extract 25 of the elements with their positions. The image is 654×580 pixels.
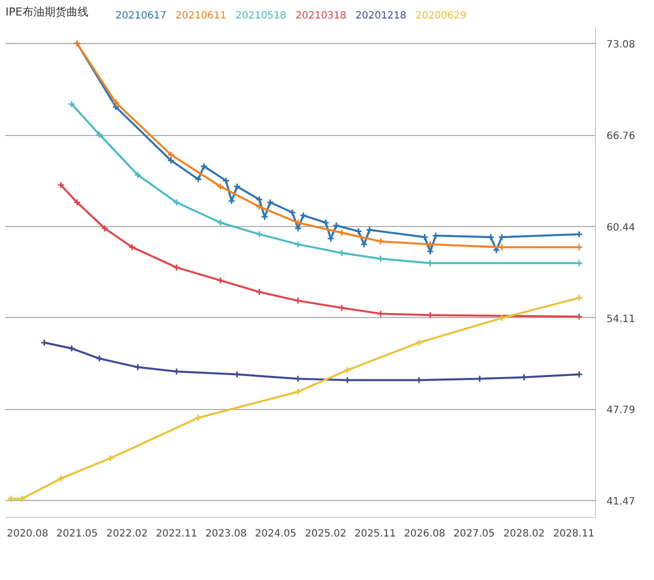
- x-tick-label: 2027.05: [453, 528, 495, 540]
- text: 20210318: [296, 10, 346, 22]
- x-tick-label: 2022.11: [156, 528, 198, 540]
- x-tick-label: 2024.05: [255, 528, 296, 540]
- y-tick-label: 54.11: [606, 314, 636, 325]
- x-tick-label: 2022.02: [106, 528, 148, 540]
- text: 20201218: [356, 10, 406, 22]
- y-tick-label: 66.76: [606, 131, 636, 142]
- x-tick-label: 2025.11: [354, 528, 396, 540]
- y-tick-label: 60.44: [606, 222, 636, 234]
- x-tick-label: 2021.05: [56, 528, 98, 540]
- x-tick-label: 2023.08: [205, 528, 247, 540]
- y-tick-label: 47.79: [606, 405, 636, 416]
- text: 20210611: [176, 10, 226, 22]
- x-tick-label: 2025.02: [305, 528, 346, 540]
- text: 20200629: [416, 10, 466, 22]
- x-tick-label: 2020.08: [6, 528, 48, 540]
- text: 20210617: [116, 10, 166, 22]
- x-tick-label: 2028.02: [503, 528, 545, 540]
- y-tick-label: 73.08: [606, 40, 636, 51]
- x-tick-label: 2026.08: [404, 528, 446, 540]
- y-tick-label: 41.47: [606, 496, 636, 508]
- x-tick-label: 2028.11: [553, 528, 594, 540]
- chart-title: IPE布油期货曲线: [6, 6, 88, 18]
- text: 20210518: [236, 10, 286, 22]
